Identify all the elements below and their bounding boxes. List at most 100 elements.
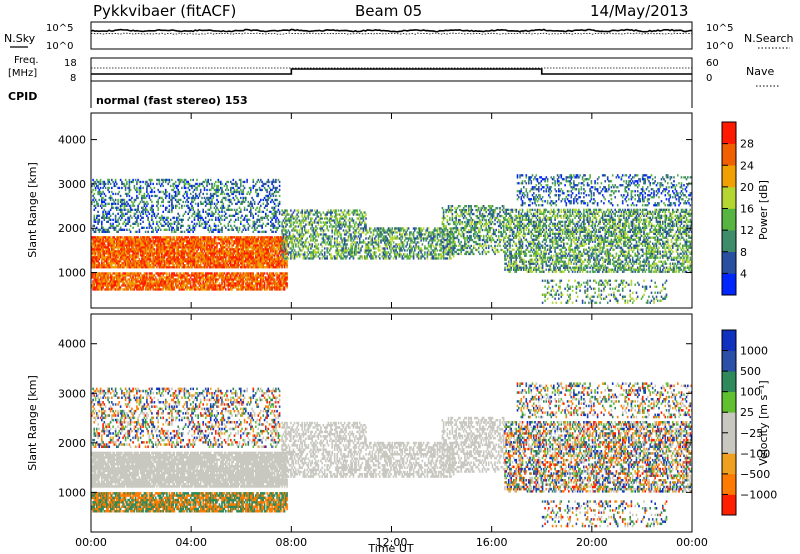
power-cell	[255, 236, 257, 238]
power-cell	[104, 181, 106, 183]
power-cell	[161, 197, 163, 199]
power-cell	[226, 274, 228, 276]
power-cell	[290, 223, 292, 225]
power-cell	[99, 219, 101, 221]
power-cell	[253, 274, 255, 276]
power-cell	[121, 181, 123, 183]
power-cell	[221, 229, 223, 231]
power-cell	[146, 227, 148, 229]
power-cell	[200, 219, 202, 221]
power-cell	[116, 286, 118, 288]
power-cell	[191, 221, 193, 223]
power-cell	[185, 183, 187, 185]
power-cell	[253, 187, 255, 189]
power-cell	[195, 282, 197, 284]
power-cell	[231, 227, 233, 229]
power-cell	[174, 183, 176, 185]
power-cell	[167, 225, 169, 227]
power-cell	[146, 191, 148, 193]
power-cell	[285, 229, 287, 231]
power-cell	[194, 217, 196, 219]
power-cell	[127, 203, 129, 205]
power-cell	[184, 185, 186, 187]
power-cell	[236, 197, 238, 199]
power-cell	[184, 274, 186, 276]
power-cell	[228, 189, 230, 191]
power-cell	[261, 246, 263, 248]
power-cell	[95, 231, 97, 233]
power-cell	[179, 266, 181, 268]
power-cell	[184, 288, 186, 290]
power-cell	[117, 193, 119, 195]
power-cell	[95, 199, 97, 201]
power-cell	[189, 227, 191, 229]
power-cell	[185, 211, 187, 213]
cpid-label: CPID	[8, 90, 37, 103]
power-cell	[95, 262, 97, 264]
power-cell	[275, 219, 277, 221]
power-cell	[112, 213, 114, 215]
power-cell	[225, 227, 227, 229]
power-cell	[102, 213, 104, 215]
power-cell	[271, 284, 273, 286]
power-cell	[129, 179, 131, 181]
power-cell	[246, 280, 248, 282]
power-cell	[214, 183, 216, 185]
power-cell	[102, 191, 104, 193]
power-cell	[218, 225, 220, 227]
power-cell	[283, 219, 285, 221]
power-cell	[95, 189, 97, 191]
power-cell	[240, 236, 242, 238]
power-cell	[149, 236, 151, 238]
power-cell	[269, 181, 271, 183]
power-cell	[243, 185, 245, 187]
power-cell	[105, 244, 107, 246]
power-cell	[196, 278, 198, 280]
power-cell	[152, 205, 154, 207]
power-cell	[269, 197, 271, 199]
power-cell	[275, 179, 277, 181]
power-cell	[95, 252, 97, 254]
power-cell	[288, 243, 290, 245]
power-cell	[200, 189, 202, 191]
power-cell	[269, 191, 271, 193]
power-cell	[102, 286, 104, 288]
power-cell	[119, 284, 121, 286]
power-cell	[275, 221, 277, 223]
power-cell	[104, 185, 106, 187]
power-cell	[276, 187, 278, 189]
power-cell	[194, 185, 196, 187]
power-cell	[124, 282, 126, 284]
power-cell	[155, 242, 157, 244]
power-cell	[263, 264, 265, 266]
power-cell	[244, 225, 246, 227]
power-cell	[110, 209, 112, 211]
power-cell	[279, 195, 281, 197]
power-cell	[254, 286, 256, 288]
power-cell	[139, 258, 141, 260]
power-cell	[99, 199, 101, 201]
power-cell	[160, 205, 162, 207]
power-cell	[95, 207, 97, 209]
power-cell	[171, 240, 173, 242]
power-cell	[250, 209, 252, 211]
power-cell	[175, 221, 177, 223]
power-cell	[259, 209, 261, 211]
power-cell	[150, 183, 152, 185]
power-cell	[141, 199, 143, 201]
power-cell	[274, 217, 276, 219]
nsky-series	[91, 29, 692, 31]
power-cell	[197, 248, 199, 250]
power-cell	[171, 223, 173, 225]
power-cell	[273, 193, 275, 195]
power-cell	[209, 209, 211, 211]
power-cell	[230, 250, 232, 252]
power-cell	[192, 231, 194, 233]
power-cell	[110, 195, 112, 197]
power-cell	[197, 286, 199, 288]
power-cell	[147, 219, 149, 221]
power-cell	[107, 286, 109, 288]
power-cell	[170, 225, 172, 227]
power-cell	[160, 236, 162, 238]
power-cell	[169, 272, 171, 274]
